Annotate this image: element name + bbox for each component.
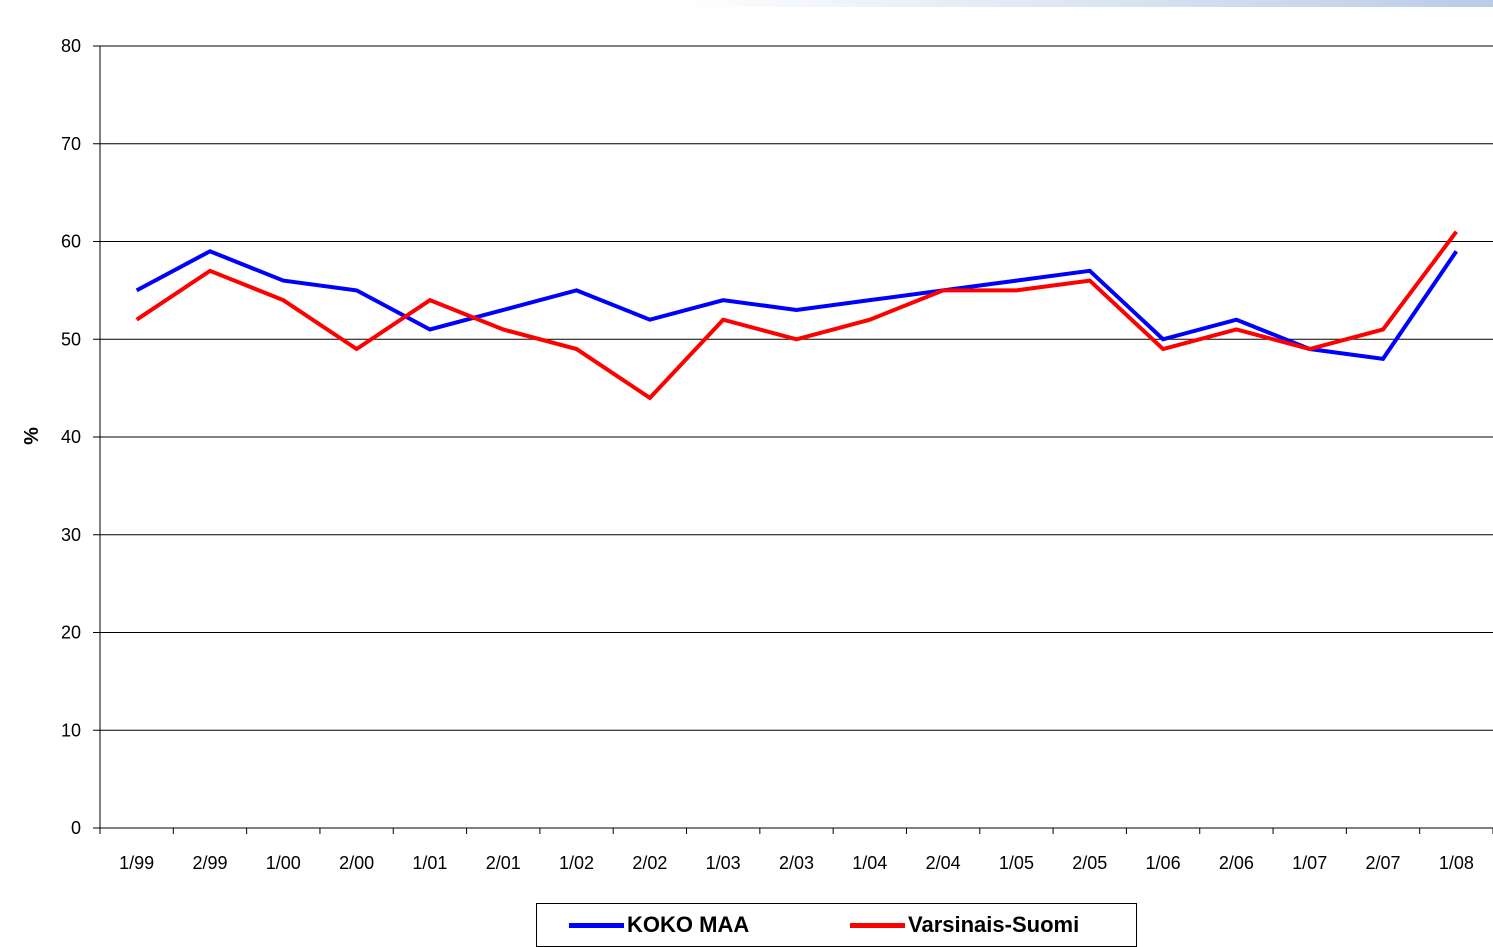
gridlines [100, 45, 1493, 731]
legend-item-varsinais-suomi: Varsinais-Suomi [850, 912, 1079, 938]
x-tick-label-1-08: 1/08 [1439, 853, 1474, 873]
legend: KOKO MAA Varsinais-Suomi [536, 903, 1137, 947]
x-tick-label-1-00: 1/00 [266, 853, 301, 873]
axes: 0 10 20 30 40 50 60 70 80 1/99 2/99 1/00 2/00 1/01 2/0… [61, 36, 1493, 873]
x-tick-label-1-01: 1/01 [412, 853, 447, 873]
y-tick-label-80: 80 [61, 36, 81, 56]
legend-label-koko-maa: KOKO MAA [627, 912, 750, 937]
legend-swatch-koko-maa [569, 922, 624, 928]
top-gradient-band [0, 0, 1493, 7]
x-tick-label-2-04: 2/04 [926, 853, 961, 873]
x-tick-label-2-00: 2/00 [339, 853, 374, 873]
x-tick-label-2-07: 2/07 [1366, 853, 1401, 873]
x-tick-label-2-01: 2/01 [486, 853, 521, 873]
y-tick-label-40: 40 [61, 427, 81, 447]
x-tick-label-2-03: 2/03 [779, 853, 814, 873]
legend-item-koko-maa: KOKO MAA [569, 912, 749, 938]
y-tick-label-70: 70 [61, 134, 81, 154]
x-tick-label-2-06: 2/06 [1219, 853, 1254, 873]
x-tick-label-2-02: 2/02 [632, 853, 667, 873]
x-tick-label-1-07: 1/07 [1292, 853, 1327, 873]
x-tick-label-2-99: 2/99 [192, 853, 227, 873]
x-tick-label-1-05: 1/05 [999, 853, 1034, 873]
x-tick-label-2-05: 2/05 [1072, 853, 1107, 873]
x-tick-label-1-99: 1/99 [119, 853, 154, 873]
y-axis-title: % [21, 427, 43, 445]
y-tick-label-0: 0 [71, 818, 81, 838]
series-line-koko-maa [135, 249, 1458, 361]
x-tick-label-1-06: 1/06 [1146, 853, 1181, 873]
y-tick-label-20: 20 [61, 623, 81, 643]
legend-swatch-varsinais-suomi [850, 922, 905, 928]
x-tick-label-1-04: 1/04 [852, 853, 887, 873]
y-tick-label-50: 50 [61, 329, 81, 349]
legend-label-varsinais-suomi: Varsinais-Suomi [908, 912, 1080, 937]
series-line-varsinais-suomi [135, 230, 1458, 401]
series-lines [135, 230, 1458, 401]
x-tick-label-1-02: 1/02 [559, 853, 594, 873]
y-tick-label-30: 30 [61, 525, 81, 545]
x-tick-label-1-03: 1/03 [706, 853, 741, 873]
y-tick-label-60: 60 [61, 232, 81, 252]
y-tick-label-10: 10 [61, 720, 81, 740]
line-chart: 0 10 20 30 40 50 60 70 80 1/99 2/99 1/00 2/00 1/01 2/0… [21, 36, 1493, 873]
